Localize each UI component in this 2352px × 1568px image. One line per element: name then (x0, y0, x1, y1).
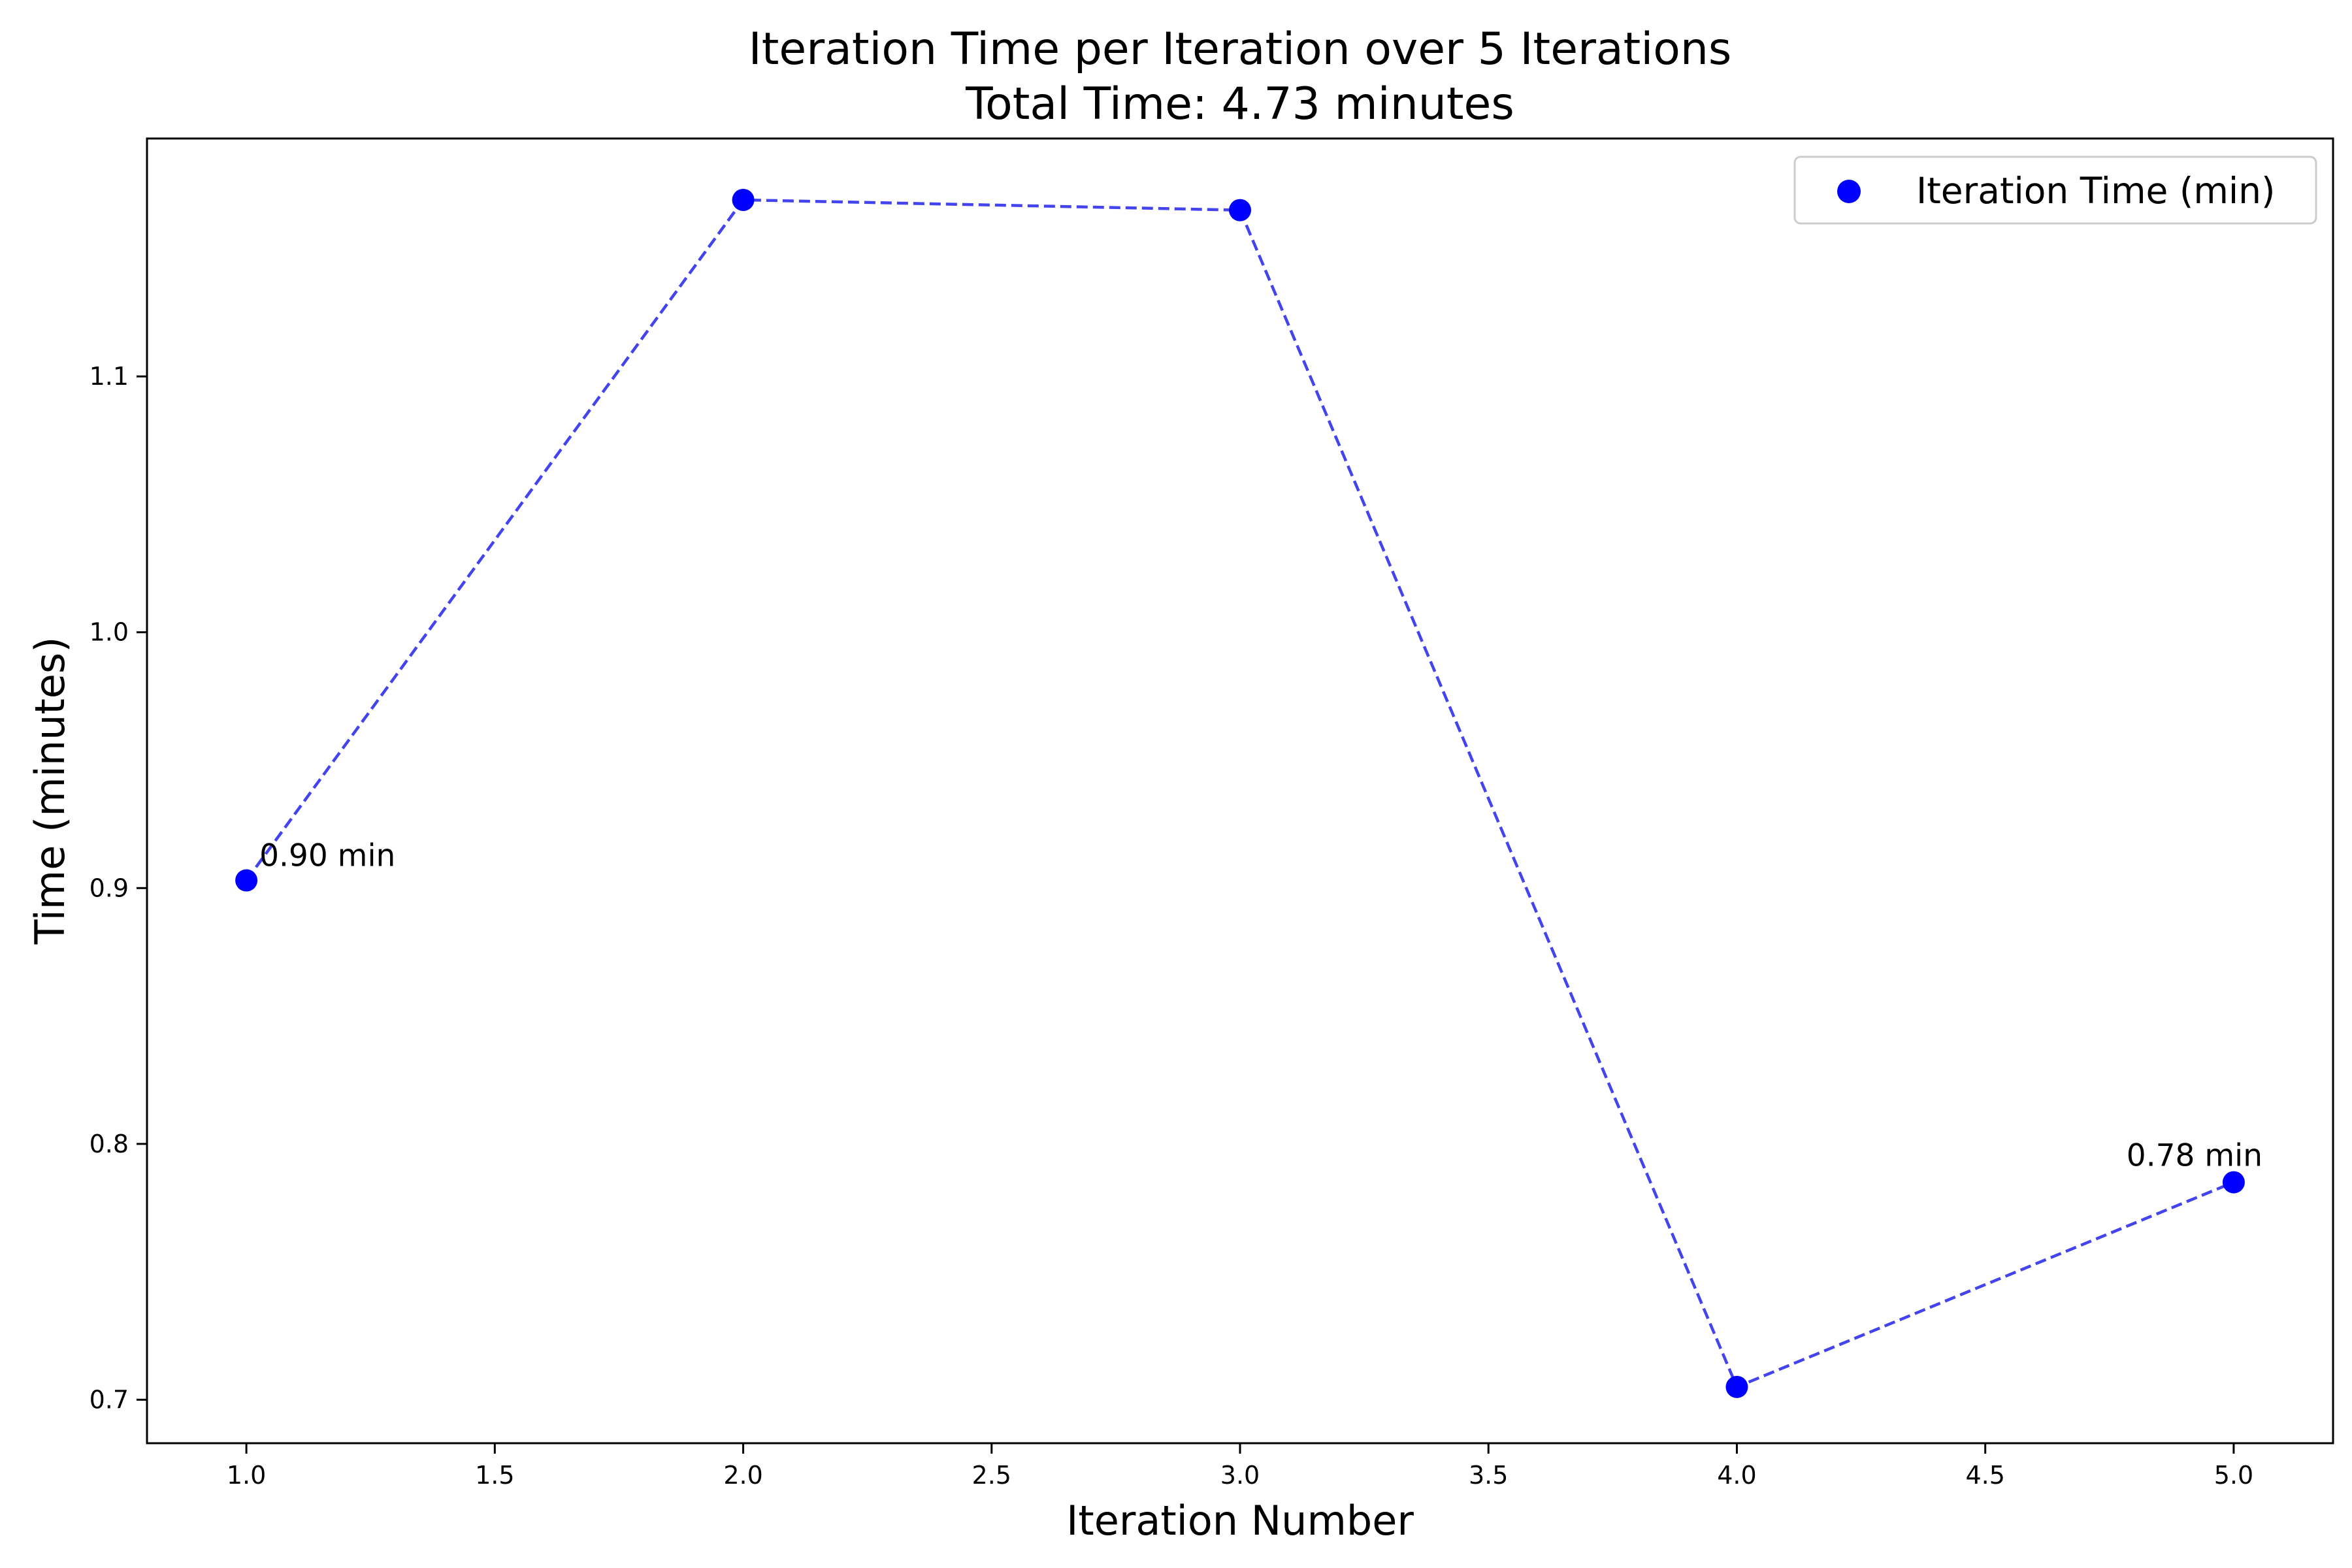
x-tick-label: 4.5 (1965, 1461, 2004, 1490)
data-point (732, 188, 755, 211)
data-point (2222, 1171, 2245, 1194)
plot-frame (146, 137, 2334, 1445)
y-tick-label: 0.9 (90, 874, 129, 902)
legend-label: Iteration Time (min) (1916, 170, 2276, 212)
x-tick-label: 1.0 (227, 1461, 266, 1490)
legend-box (1793, 155, 2317, 225)
x-tick-label: 3.5 (1469, 1461, 1508, 1490)
x-tick-label: 1.5 (475, 1461, 514, 1490)
data-annotation: 0.90 min (259, 838, 395, 874)
data-point (235, 869, 258, 892)
legend: Iteration Time (min) (1793, 155, 2317, 225)
x-axis: 1.0 1.5 2.0 2.5 3.0 3.5 4.0 4.5 5.0 (227, 1443, 2253, 1490)
chart-title: Iteration Time per Iteration over 5 Iter… (749, 24, 1732, 75)
chart-subtitle: Total Time: 4.73 minutes (965, 78, 1514, 130)
x-axis-label: Iteration Number (1066, 1497, 1414, 1544)
data-point (1725, 1375, 1748, 1398)
x-tick-label: 4.0 (1717, 1461, 1756, 1490)
legend-marker (1837, 180, 1861, 203)
y-axis-label: Time (minutes) (26, 637, 74, 945)
y-tick-label: 0.7 (90, 1385, 129, 1414)
data-annotation: 0.78 min (2127, 1138, 2262, 1174)
series-layer (235, 188, 2245, 1398)
annotation-layer: 0.90 min 0.78 min (259, 838, 2262, 1174)
y-tick-label: 1.1 (90, 362, 129, 391)
y-tick-label: 1.0 (90, 618, 129, 647)
x-tick-label: 3.0 (1220, 1461, 1260, 1490)
x-tick-label: 5.0 (2214, 1461, 2253, 1490)
y-tick-label: 0.8 (90, 1130, 129, 1158)
x-tick-label: 2.0 (723, 1461, 762, 1490)
data-point (1229, 199, 1251, 221)
x-tick-label: 2.5 (972, 1461, 1011, 1490)
y-axis: 0.7 0.8 0.9 1.0 1.1 (90, 362, 147, 1414)
